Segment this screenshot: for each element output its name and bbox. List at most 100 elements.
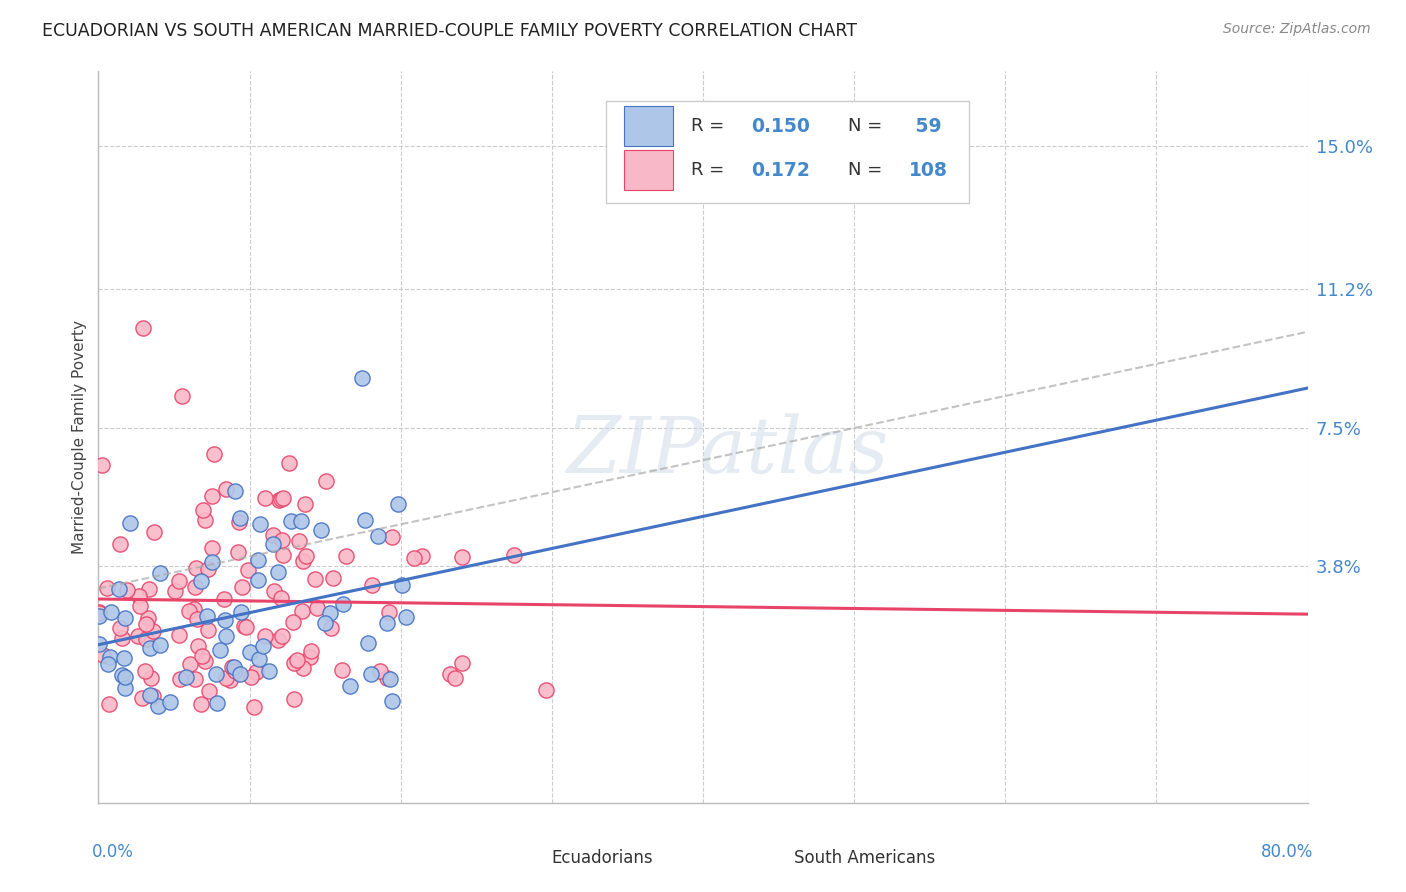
Point (167, 628, 190, 642)
Point (283, 656, 305, 670)
Point (202, 447, 225, 461)
Point (187, 639, 209, 653)
Text: 0.0%: 0.0% (93, 843, 134, 861)
Point (354, 513, 377, 527)
Point (131, 690, 153, 705)
Point (193, 502, 215, 516)
Point (127, 629, 149, 643)
Point (299, 643, 322, 657)
Point (249, 516, 271, 531)
Point (370, 664, 392, 678)
Point (294, 497, 316, 511)
Point (197, 623, 219, 637)
Y-axis label: Married-Couple Family Poverty: Married-Couple Family Poverty (72, 320, 87, 554)
Point (233, 618, 256, 632)
Point (136, 611, 159, 625)
Point (267, 632, 290, 647)
Point (135, 632, 157, 646)
Point (387, 497, 409, 511)
Point (262, 537, 284, 551)
Point (115, 582, 138, 597)
Point (229, 667, 252, 681)
Point (245, 665, 267, 680)
Point (451, 550, 474, 565)
Point (314, 615, 336, 630)
Point (183, 602, 205, 616)
Point (231, 606, 253, 620)
Text: Ecuadorians: Ecuadorians (551, 848, 654, 867)
Point (267, 492, 290, 507)
Point (298, 650, 321, 665)
Point (231, 580, 253, 594)
Point (381, 694, 404, 708)
Point (439, 667, 461, 681)
Point (100, 649, 122, 664)
Point (238, 563, 260, 577)
Bar (509, 849, 540, 866)
Point (502, 549, 524, 563)
Point (214, 591, 236, 606)
Point (97, 697, 120, 711)
Point (319, 607, 342, 621)
Point (89, 605, 111, 619)
Point (315, 475, 337, 489)
Point (97, 657, 120, 671)
Point (262, 527, 284, 541)
Point (118, 516, 141, 530)
Point (190, 697, 212, 711)
Text: R =: R = (690, 117, 730, 136)
Point (139, 671, 162, 685)
Point (174, 670, 197, 684)
Point (292, 554, 315, 568)
Point (100, 606, 122, 620)
Point (135, 617, 157, 632)
Text: Source: ZipAtlas.com: Source: ZipAtlas.com (1223, 22, 1371, 37)
Point (305, 600, 328, 615)
Point (143, 524, 166, 539)
Point (361, 578, 384, 592)
Text: 59: 59 (908, 117, 941, 136)
Text: R =: R = (690, 161, 730, 179)
Point (360, 666, 382, 681)
Point (335, 549, 357, 564)
Point (186, 612, 208, 626)
Point (139, 688, 162, 702)
Text: 80.0%: 80.0% (1261, 843, 1313, 861)
Point (375, 616, 398, 631)
Point (129, 599, 152, 613)
Point (179, 657, 201, 671)
Point (270, 591, 292, 606)
Point (322, 571, 344, 585)
Point (444, 671, 467, 685)
Point (283, 615, 305, 629)
Point (378, 605, 401, 619)
Point (87, 608, 110, 623)
Point (239, 645, 262, 659)
Point (350, 371, 373, 385)
Point (339, 679, 361, 693)
Point (267, 565, 290, 579)
Point (142, 689, 165, 703)
Point (111, 631, 134, 645)
Point (169, 574, 191, 588)
Point (270, 491, 292, 506)
Point (290, 514, 312, 528)
Point (228, 516, 250, 530)
Bar (624, 106, 673, 146)
Text: 0.172: 0.172 (751, 161, 810, 179)
Point (89, 606, 111, 620)
Point (271, 533, 294, 547)
Point (194, 513, 217, 527)
Point (183, 672, 205, 686)
Text: 108: 108 (908, 161, 948, 179)
Point (263, 584, 285, 599)
Point (191, 648, 214, 663)
Point (254, 491, 277, 505)
Point (380, 672, 402, 686)
Point (194, 654, 217, 668)
Point (195, 609, 218, 624)
Point (224, 483, 246, 498)
Text: ZIPatlas: ZIPatlas (567, 414, 889, 490)
Point (131, 321, 153, 335)
Point (221, 660, 243, 674)
